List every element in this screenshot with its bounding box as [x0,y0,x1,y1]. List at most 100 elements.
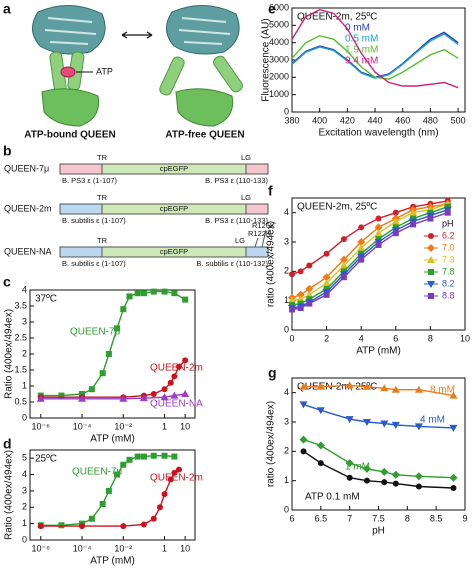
x-tick-label: 10⁻⁶ [32,421,51,431]
data-point [391,421,400,429]
series: 8.8 [289,209,455,313]
data-point [134,453,141,460]
data-point [449,473,458,482]
domain-label: cpEGFP [160,204,188,213]
series-label: 1 mM [345,462,370,473]
y-axis-label: Ratio (400ex/494ex) [4,450,15,540]
caption: ATP-bound QUEEN [24,130,115,141]
series-line [40,290,186,397]
data-point [358,224,365,231]
data-point [414,472,423,481]
mutation-label: R126K [252,221,275,230]
y-tick-label: 5000 [269,20,289,30]
x-tick-label: 0 [289,333,294,343]
legend-label: 7.0 [442,242,455,252]
segment-label: B. subtilis ε (110-132) [196,259,268,268]
y-tick-label: 3000 [269,54,289,64]
data-point [414,423,423,431]
series [299,381,458,399]
data-point [161,288,168,295]
data-point [105,487,112,494]
x-tick-label: 400 [312,115,327,125]
data-point [161,491,168,498]
y-tick-label: 0.5 [14,396,27,406]
data-point [175,466,182,473]
domain-label: cpEGFP [160,164,188,173]
data-point [374,229,383,237]
x-tick-label: 6.5 [315,513,328,523]
series [291,8,459,89]
data-point [391,470,400,479]
data-point [296,295,305,303]
y-tick-label: 2 [284,446,289,456]
data-point [160,393,169,401]
series [291,34,459,80]
segment-label: B. subtilis ε (1-107) [62,259,126,268]
y-axis-label: Fluorescence (AU) [261,18,272,101]
data-point [161,452,168,459]
data-point [37,523,44,530]
y-tick-label: 1 [284,295,289,305]
segment-label: B. PS3 ε (110-133) [205,216,268,225]
data-point [345,416,354,424]
data-point [323,291,330,298]
caption: ATP-free QUEEN [165,130,244,141]
series-line [40,359,186,398]
data-point [289,271,295,278]
y-tick-label: 0 [22,534,27,544]
series [37,466,182,530]
y-tick-label: 5 [22,453,27,463]
annotation: 37ºC [35,294,57,305]
data-point [167,379,174,386]
domain-label: cpEGFP [160,247,188,256]
y-tick-label: 3 [284,416,289,426]
linker-label: LG [241,153,251,162]
x-tick-label: 480 [423,115,438,125]
data-point [299,401,308,409]
series-line [291,8,459,89]
y-tick-label: 0 [284,106,289,116]
panel-label: c [3,274,11,290]
data-point [392,230,399,237]
data-point [78,394,87,402]
annotation: 25ºC [35,454,57,465]
data-point [374,223,383,232]
data-point [449,391,458,399]
data-point [140,521,147,528]
legend-title: pH [442,218,454,228]
series-label: QUEEN-2m [150,473,203,484]
x-tick-label: 10⁻⁶ [32,543,51,553]
legend-label: 8.8 [442,290,455,300]
series-label: 1.9 mM [345,45,378,56]
data-point [288,296,296,304]
series [37,452,178,529]
data-point [409,208,418,216]
x-tick-label: 2 [324,333,329,343]
linker-label: LG [235,236,245,245]
y-axis-label: ratio (400ex/494ex) [266,401,277,487]
data-point [297,305,304,311]
y-tick-label: 4 [284,207,289,217]
y-tick-label: 4 [284,387,289,397]
data-point [391,385,400,393]
x-axis-label: pH [372,526,385,537]
linker-label: TR [97,153,108,162]
data-point [134,290,141,297]
series-line [291,209,448,309]
data-point [182,296,189,303]
data-point [345,459,354,468]
legend-label: 6.2 [442,230,455,240]
data-point [392,209,399,216]
data-point [339,255,348,264]
series [299,435,458,482]
data-point [363,477,370,484]
y-tick-label: 2 [22,502,27,512]
data-point [340,236,347,243]
data-point [345,381,354,389]
data-point [126,293,133,300]
data-point [139,394,148,402]
data-point [362,382,371,390]
structure-free [159,4,243,127]
y-tick-label: 2.5 [14,332,27,342]
x-tick-label: 460 [395,115,410,125]
